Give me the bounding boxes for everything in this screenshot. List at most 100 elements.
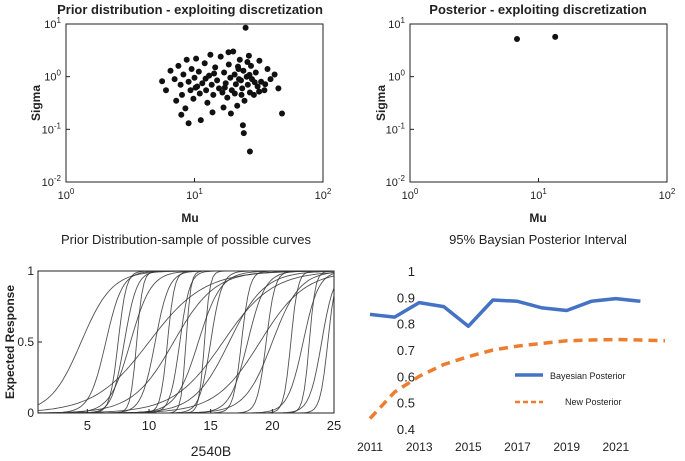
y-tick-label: 10-2 (42, 174, 62, 189)
prior-curves-lines (37, 270, 335, 414)
prior-curves-ylabel: Expected Response (3, 285, 17, 399)
y-tick-label: 100 (388, 69, 405, 84)
scatter-point (231, 90, 238, 97)
panel-prior-scatter: Prior distribution - exploiting discreti… (29, 2, 332, 225)
x-tick-label: 2011 (357, 440, 383, 454)
prior-scatter-ticks: 100 101 102 10-2 10-1 100 101 (42, 16, 332, 202)
x-tick-label: 25 (327, 418, 341, 433)
y-tick-label: 10-1 (42, 121, 62, 136)
scatter-point (231, 71, 238, 78)
x-tick-label: 102 (315, 187, 332, 202)
scatter-point (256, 57, 263, 64)
scatter-point (271, 71, 278, 78)
posterior-scatter-points (514, 33, 559, 42)
legend-label-bayesian: Bayesian Posterior (550, 371, 626, 381)
scatter-point (178, 111, 185, 118)
scatter-point (177, 81, 184, 88)
y-tick-label: 0.5 (17, 335, 34, 349)
scatter-point (234, 102, 241, 109)
scatter-point (179, 91, 185, 98)
posterior-scatter-plot-area (409, 23, 668, 183)
prior-curves-ticks: 5 10 15 20 25 0 0.5 1 (17, 264, 341, 433)
panel-posterior-scatter: Posterior - exploiting discretization 10… (374, 2, 676, 225)
scatter-point (245, 52, 252, 59)
scatter-point (224, 94, 231, 101)
y-tick-label: 0 (27, 406, 34, 420)
scatter-point (248, 62, 254, 69)
scatter-point (232, 81, 239, 88)
scatter-point (216, 85, 222, 92)
scatter-point (175, 62, 182, 69)
y-tick-label: 1 (408, 264, 415, 279)
response-curve (37, 270, 334, 412)
scatter-point (202, 75, 209, 82)
scatter-point (236, 76, 242, 83)
scatter-point (199, 80, 206, 87)
scatter-point (220, 104, 227, 111)
scatter-point (261, 87, 268, 94)
scatter-point (219, 89, 226, 96)
scatter-point (239, 122, 246, 129)
scatter-point (514, 36, 520, 42)
new-posterior-line (368, 337, 666, 420)
x-tick-label: 101 (186, 187, 203, 202)
scatter-point (191, 74, 198, 81)
posterior-interval-ticks: 0.4 0.5 0.6 0.7 0.8 0.9 1 2011 2013 2015 2017 2019 2… (357, 264, 629, 454)
scatter-point (238, 91, 245, 98)
scatter-point (214, 77, 221, 84)
scatter-point (235, 63, 241, 70)
scatter-point (240, 130, 247, 137)
scatter-point (221, 84, 228, 91)
scatter-point (192, 84, 199, 91)
posterior-scatter-xlabel: Mu (529, 211, 546, 225)
legend-label-new: New Posterior (565, 397, 622, 407)
posterior-scatter-title: Posterior - exploiting discretization (429, 2, 646, 17)
scatter-point (212, 64, 219, 71)
scatter-point (182, 105, 189, 112)
scatter-point (246, 148, 253, 155)
scatter-point (195, 68, 202, 75)
posterior-scatter-ticks: 100 101 102 10-2 10-1 100 101 (386, 16, 676, 202)
prior-scatter-plot-area (65, 23, 324, 183)
scatter-point (193, 55, 200, 62)
scatter-point (241, 97, 248, 104)
scatter-point (236, 56, 243, 63)
y-tick-label: 0.6 (397, 369, 415, 384)
scatter-point (209, 109, 216, 116)
x-tick-label: 10 (142, 418, 156, 433)
scatter-point (230, 48, 237, 55)
prior-curves-title: Prior Distribution-sample of possible cu… (61, 232, 311, 247)
y-tick-label: 0.4 (397, 422, 415, 437)
x-tick-label: 100 (58, 187, 75, 202)
scatter-point (211, 70, 218, 77)
scatter-point (244, 59, 251, 65)
scatter-point (201, 60, 208, 67)
scatter-point (185, 78, 192, 85)
scatter-point (210, 91, 217, 98)
panel-prior-curves: Prior Distribution-sample of possible cu… (3, 232, 341, 459)
x-tick-label: 2013 (406, 440, 433, 454)
y-tick-label: 100 (44, 69, 61, 84)
scatter-point (167, 67, 174, 74)
panel-posterior-interval: 95% Baysian Posterior Interval 0.4 0.5 0.6… (357, 232, 666, 454)
y-tick-label: 10-1 (386, 121, 406, 136)
scatter-point (221, 69, 228, 76)
scatter-point (267, 76, 274, 83)
scatter-point (187, 87, 194, 94)
prior-curves-xlabel: 2540B (191, 443, 231, 459)
prior-scatter-ylabel: Sigma (29, 85, 43, 121)
x-tick-label: 5 (84, 418, 91, 433)
scatter-point (254, 83, 261, 90)
y-tick-label: 1 (27, 264, 34, 278)
x-tick-label: 2015 (455, 440, 482, 454)
scatter-point (262, 81, 269, 88)
scatter-point (204, 99, 211, 106)
y-tick-label: 101 (44, 16, 61, 31)
posterior-scatter-ylabel: Sigma (374, 85, 388, 121)
scatter-point (244, 81, 251, 88)
scatter-point (180, 71, 187, 78)
scatter-point (225, 61, 232, 68)
y-tick-label: 10-2 (386, 174, 406, 189)
bayesian-posterior-line (369, 296, 641, 329)
